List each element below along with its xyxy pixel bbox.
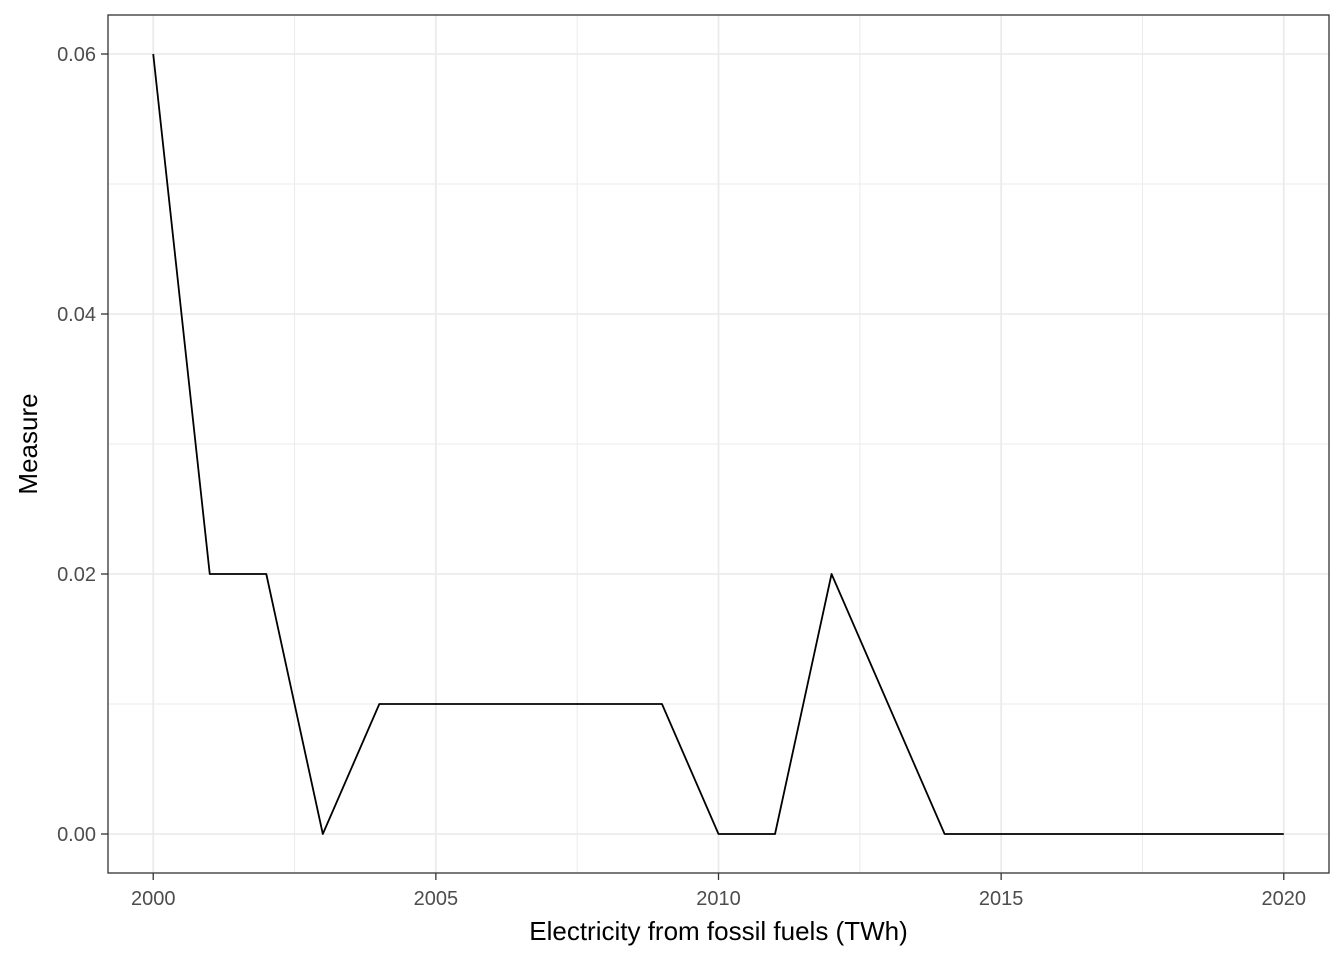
x-tick-label: 2000 (131, 888, 176, 910)
y-tick-label: 0.06 (57, 44, 96, 66)
x-tick-label: 2015 (979, 888, 1024, 910)
x-axis: 2000 2005 2010 2015 2020 (131, 873, 1306, 910)
x-tick-label: 2010 (696, 888, 741, 910)
x-axis-title: Electricity from fossil fuels (TWh) (529, 916, 908, 946)
y-axis: 0.00 0.02 0.04 0.06 (57, 44, 108, 846)
y-axis-title: Measure (13, 393, 43, 494)
y-tick-label: 0.02 (57, 564, 96, 586)
series-layer (152, 53, 1284, 835)
y-tick-label: 0.00 (57, 824, 96, 846)
y-tick-label: 0.04 (57, 304, 96, 326)
x-tick-label: 2005 (414, 888, 459, 910)
series-line (152, 53, 1284, 835)
x-tick-label: 2020 (1262, 888, 1307, 910)
